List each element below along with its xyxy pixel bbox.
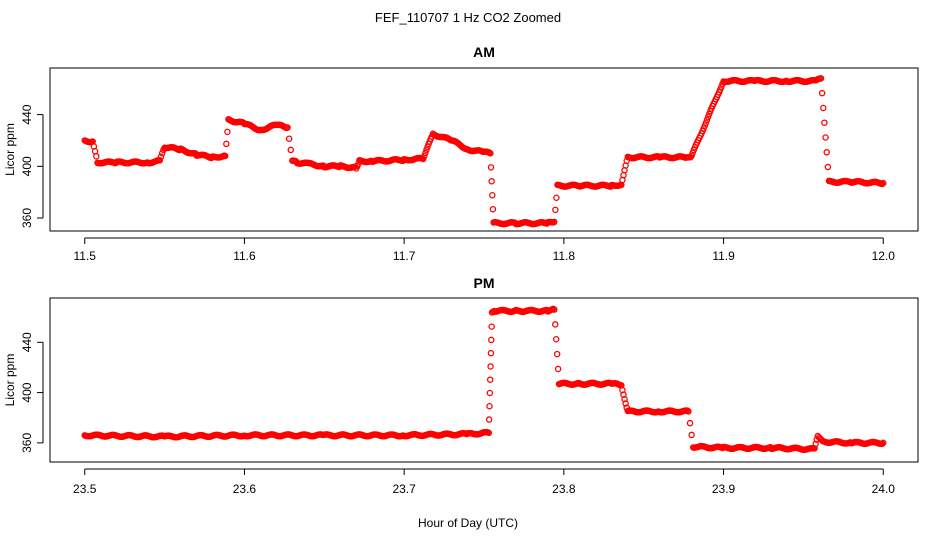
- am-data-point: [422, 149, 429, 157]
- am-data-point: [703, 116, 711, 124]
- pm-data-point: [485, 429, 493, 437]
- am-y-axis-label: Licor ppm: [3, 123, 17, 176]
- pm-x-tick-label: 23.9: [712, 482, 736, 496]
- am-data-point: [824, 163, 832, 171]
- am-data-point: [552, 206, 559, 214]
- am-x-tick-label: 11.9: [712, 249, 735, 263]
- am-data-point: [818, 89, 826, 97]
- pm-y-tick-label: 440: [20, 332, 34, 352]
- pm-panel: PM 23.5 23.6 23.7 23.8 23.9 24.0 360 400 440Licor…: [3, 275, 919, 496]
- pm-data-point: [488, 323, 495, 330]
- pm-data-point: [622, 400, 629, 407]
- am-data-point: [222, 152, 229, 160]
- pm-data-point: [554, 365, 562, 373]
- pm-data-point: [485, 416, 493, 423]
- am-plot-frame: [49, 67, 919, 232]
- pm-data-point: [686, 419, 694, 427]
- am-x-tick-label: 11.8: [553, 249, 576, 263]
- am-x-tick-label: 11.5: [73, 249, 96, 263]
- am-y-tick-label: 360: [20, 208, 34, 228]
- pm-x-tick-label: 23.7: [392, 482, 416, 496]
- pm-data-point: [553, 350, 561, 358]
- pm-data-point: [487, 349, 495, 357]
- am-data-point: [223, 140, 230, 148]
- pm-panel-title: PM: [474, 275, 495, 291]
- pm-y-tick-label: 360: [20, 433, 34, 453]
- am-panel-title: AM: [473, 44, 495, 60]
- x-axis-label: Hour of Day (UTC): [418, 516, 518, 530]
- pm-data-point: [688, 431, 695, 439]
- am-x-tick-label: 12.0: [872, 249, 896, 263]
- am-data-point: [421, 152, 428, 160]
- am-data-point: [880, 179, 887, 187]
- pm-data-points: [81, 305, 887, 453]
- pm-x-tick-label: 23.5: [73, 482, 97, 496]
- pm-data-point: [621, 395, 628, 403]
- am-data-points: [81, 75, 887, 228]
- am-data-point: [488, 178, 495, 185]
- am-data-point: [688, 152, 695, 159]
- pm-plot-frame: [49, 297, 919, 463]
- pm-data-point: [880, 439, 887, 447]
- am-data-point: [284, 124, 291, 131]
- am-data-point: [821, 119, 828, 126]
- pm-x-tick-label: 23.6: [233, 482, 257, 496]
- figure-title: FEF_110707 1 Hz CO2 Zoomed: [375, 10, 561, 25]
- am-data-point: [423, 146, 430, 153]
- am-data-point: [551, 218, 558, 226]
- pm-data-point: [551, 306, 558, 313]
- am-panel: AM 11.5 11.6 11.7 11.8 11.9 12.0 360 400 440Licor…: [3, 44, 919, 263]
- am-data-point: [487, 164, 495, 171]
- am-data-point: [420, 155, 427, 163]
- am-data-point: [704, 113, 712, 121]
- am-data-point: [91, 148, 99, 155]
- pm-data-point: [812, 440, 819, 448]
- pm-data-point: [486, 403, 493, 410]
- am-data-point: [817, 75, 825, 82]
- am-y-tick-label: 440: [20, 104, 34, 124]
- pm-x-tick-label: 23.8: [552, 482, 576, 496]
- am-data-point: [718, 83, 725, 91]
- pm-data-point: [487, 363, 494, 370]
- am-data-point: [157, 153, 165, 160]
- am-data-point: [158, 149, 166, 157]
- am-data-point: [822, 134, 829, 141]
- pm-data-point: [486, 389, 494, 397]
- am-data-point: [823, 149, 830, 156]
- am-data-point: [553, 194, 560, 202]
- am-y-tick-label: 400: [20, 156, 34, 176]
- pm-y-axis-label: Licor ppm: [3, 354, 17, 407]
- am-data-point: [702, 119, 710, 127]
- pm-x-tick-label: 24.0: [872, 482, 896, 496]
- pm-data-point: [486, 376, 494, 383]
- am-data-point: [489, 192, 496, 199]
- am-data-point: [285, 135, 293, 142]
- pm-y-tick-label: 400: [20, 382, 34, 402]
- am-x-tick-label: 11.7: [393, 249, 416, 263]
- pm-data-point: [552, 336, 560, 343]
- pm-data-point: [685, 408, 692, 415]
- pm-data-point: [551, 321, 559, 328]
- am-data-point: [489, 205, 497, 213]
- pm-data-point: [488, 336, 495, 344]
- am-data-point: [287, 146, 294, 154]
- am-x-tick-label: 11.6: [233, 249, 256, 263]
- am-data-point: [487, 150, 494, 157]
- am-data-point: [820, 104, 827, 112]
- am-data-point: [156, 157, 164, 164]
- am-data-point: [224, 128, 231, 136]
- am-data-point: [93, 153, 100, 160]
